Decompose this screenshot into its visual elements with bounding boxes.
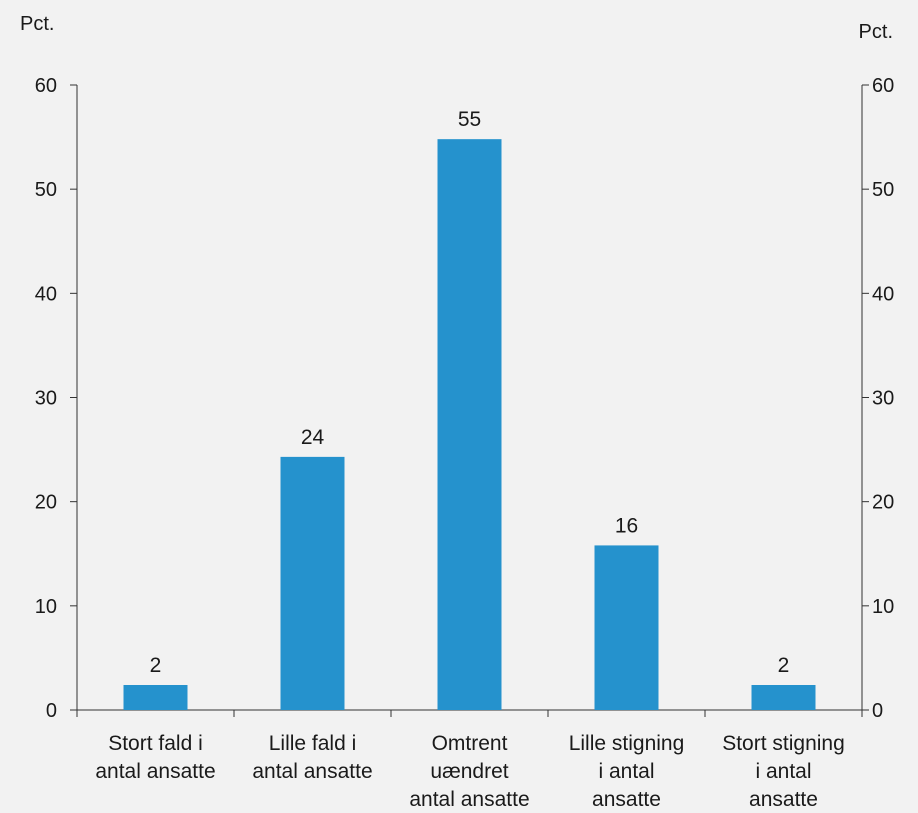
bar: [594, 545, 659, 710]
data-label: 2: [150, 654, 162, 677]
bar: [437, 139, 502, 710]
data-label: 2: [778, 654, 790, 677]
right-unit-label: Pct.: [859, 21, 893, 43]
category-label: uændret: [430, 760, 508, 783]
left-y-tick-label: 50: [35, 179, 57, 201]
category-label: ansatte: [749, 788, 818, 811]
left-y-tick-label: 10: [35, 596, 57, 618]
axes: 0 0 10 10 20 20 30 30 40 40 50 50 60 60: [35, 75, 895, 722]
category-label: Stort fald i: [108, 732, 203, 755]
data-label: 16: [615, 514, 638, 537]
category-label: Omtrent: [432, 732, 508, 755]
left-unit-label: Pct.: [20, 13, 54, 35]
right-y-tick-label: 20: [872, 492, 894, 514]
bar: [123, 685, 188, 710]
category-labels: Stort fald i antal ansatte Lille fald i ant…: [95, 732, 844, 811]
bar: [751, 685, 816, 710]
category-label: Stort stigning: [722, 732, 845, 755]
right-y-tick-label: 60: [872, 75, 894, 97]
right-y-tick-label: 50: [872, 179, 894, 201]
category-label: Lille fald i: [269, 732, 357, 755]
left-y-tick-label: 20: [35, 492, 57, 514]
bars: [123, 139, 816, 710]
right-y-tick-label: 0: [872, 700, 883, 722]
right-y-tick-label: 40: [872, 283, 894, 305]
left-y-tick-label: 40: [35, 283, 57, 305]
left-y-tick-label: 30: [35, 388, 57, 410]
data-label: 24: [301, 426, 325, 449]
category-label: antal ansatte: [409, 788, 529, 811]
category-label: Lille stigning: [569, 732, 685, 755]
left-y-tick-label: 0: [46, 700, 57, 722]
data-labels: 2 24 55 16 2: [150, 108, 790, 677]
category-label: ansatte: [592, 788, 661, 811]
left-y-tick-label: 60: [35, 75, 57, 97]
category-label: i antal: [755, 760, 811, 783]
right-y-tick-label: 10: [872, 596, 894, 618]
category-label: i antal: [598, 760, 654, 783]
bar: [280, 456, 345, 710]
right-y-tick-label: 30: [872, 388, 894, 410]
data-label: 55: [458, 108, 481, 131]
category-label: antal ansatte: [252, 760, 372, 783]
category-label: antal ansatte: [95, 760, 215, 783]
